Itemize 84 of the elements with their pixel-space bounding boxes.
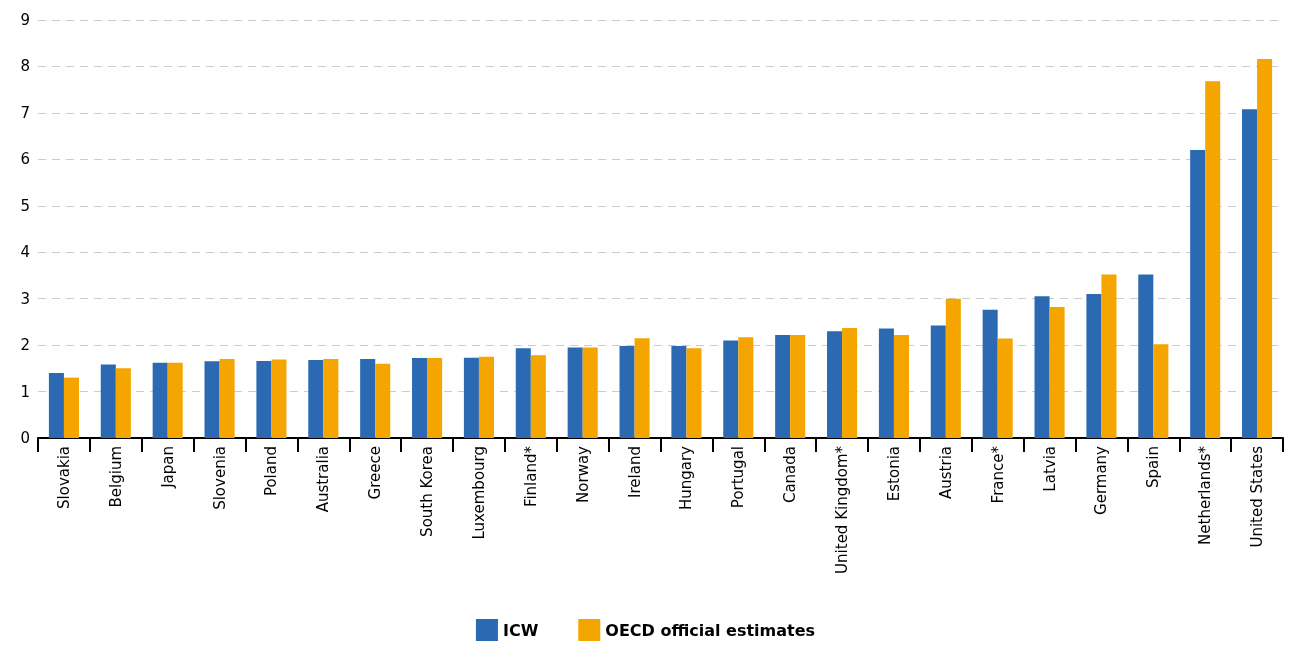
bar — [427, 358, 443, 438]
y-tick-label: 7 — [20, 103, 30, 122]
bar — [567, 347, 583, 438]
x-tick-label: Australia — [314, 446, 333, 513]
bar — [738, 337, 754, 438]
bar — [360, 359, 376, 438]
x-tick-label: Slovenia — [210, 446, 229, 510]
x-tick-label: Germany — [1092, 445, 1111, 515]
bar — [878, 328, 894, 438]
y-tick-label: 5 — [20, 196, 30, 215]
bar — [48, 372, 64, 438]
bar — [945, 298, 961, 438]
x-tick-label: Japan — [158, 446, 177, 489]
legend-label: ICW — [502, 620, 539, 640]
bar — [152, 362, 168, 438]
x-tick-label: Austria — [936, 446, 955, 499]
bar — [1049, 307, 1065, 438]
y-tick-label: 6 — [20, 150, 30, 169]
x-tick-label: Canada — [781, 446, 800, 504]
x-tick-label: Belgium — [106, 446, 125, 508]
x-tick-label: Latvia — [1040, 446, 1059, 492]
bar — [1086, 294, 1102, 438]
bar — [827, 331, 843, 438]
bar — [686, 348, 702, 438]
x-tick-label: Poland — [262, 446, 281, 497]
x-tick-label: United Kingdom* — [833, 445, 852, 574]
x-tick-label: Finland* — [521, 445, 540, 508]
bar — [1034, 296, 1050, 438]
x-tick-label: Luxembourg — [469, 446, 488, 540]
x-tick-label: United States — [1248, 445, 1267, 548]
bar — [1138, 274, 1154, 438]
bar — [671, 346, 687, 438]
x-tick-label: Slovakia — [54, 446, 73, 509]
x-tick-label: Norway — [573, 445, 592, 503]
y-tick-label: 9 — [20, 11, 30, 29]
bar — [256, 360, 272, 438]
bar — [463, 357, 479, 438]
x-tick-label: Estonia — [884, 446, 903, 502]
bar — [375, 363, 391, 438]
bar — [323, 359, 339, 438]
bar — [63, 377, 79, 438]
bar — [1242, 109, 1258, 438]
bar — [204, 361, 220, 438]
x-tick-label: Ireland — [625, 446, 644, 498]
x-tick-label: Spain — [1144, 446, 1163, 488]
bar — [930, 325, 946, 438]
bar — [167, 362, 183, 438]
bar — [997, 338, 1013, 438]
bar — [634, 338, 650, 438]
bar — [775, 334, 791, 438]
x-tick-label: Hungary — [677, 445, 696, 511]
bar — [790, 334, 806, 438]
y-tick-label: 0 — [20, 429, 30, 447]
bar — [478, 356, 494, 438]
x-tick-label: South Korea — [418, 446, 437, 537]
bar — [271, 359, 287, 438]
bar — [1101, 274, 1117, 438]
bar — [893, 334, 909, 438]
x-tick-label: Portugal — [729, 446, 748, 509]
bar — [1153, 344, 1169, 438]
x-tick-label: Greece — [366, 446, 385, 500]
x-tick-label: Netherlands* — [1196, 445, 1215, 545]
y-tick-label: 4 — [20, 243, 30, 262]
bar — [219, 359, 235, 438]
bar — [1205, 81, 1221, 438]
bar — [619, 346, 635, 438]
bar — [1190, 150, 1206, 438]
bar — [982, 309, 998, 438]
x-tick-label: France* — [988, 445, 1007, 504]
bar — [515, 348, 531, 438]
y-tick-label: 3 — [20, 289, 30, 308]
legend-label: OECD official estimates — [605, 620, 816, 640]
bar — [115, 368, 131, 438]
bar — [100, 364, 116, 438]
bar — [530, 355, 546, 438]
y-tick-label: 1 — [20, 382, 30, 401]
y-tick-label: 2 — [20, 336, 30, 355]
y-tick-label: 8 — [20, 57, 30, 76]
bar — [723, 340, 739, 438]
bar — [412, 358, 428, 438]
bar — [842, 327, 858, 438]
bar — [308, 359, 324, 438]
bar — [582, 347, 598, 438]
bar — [1257, 59, 1273, 438]
